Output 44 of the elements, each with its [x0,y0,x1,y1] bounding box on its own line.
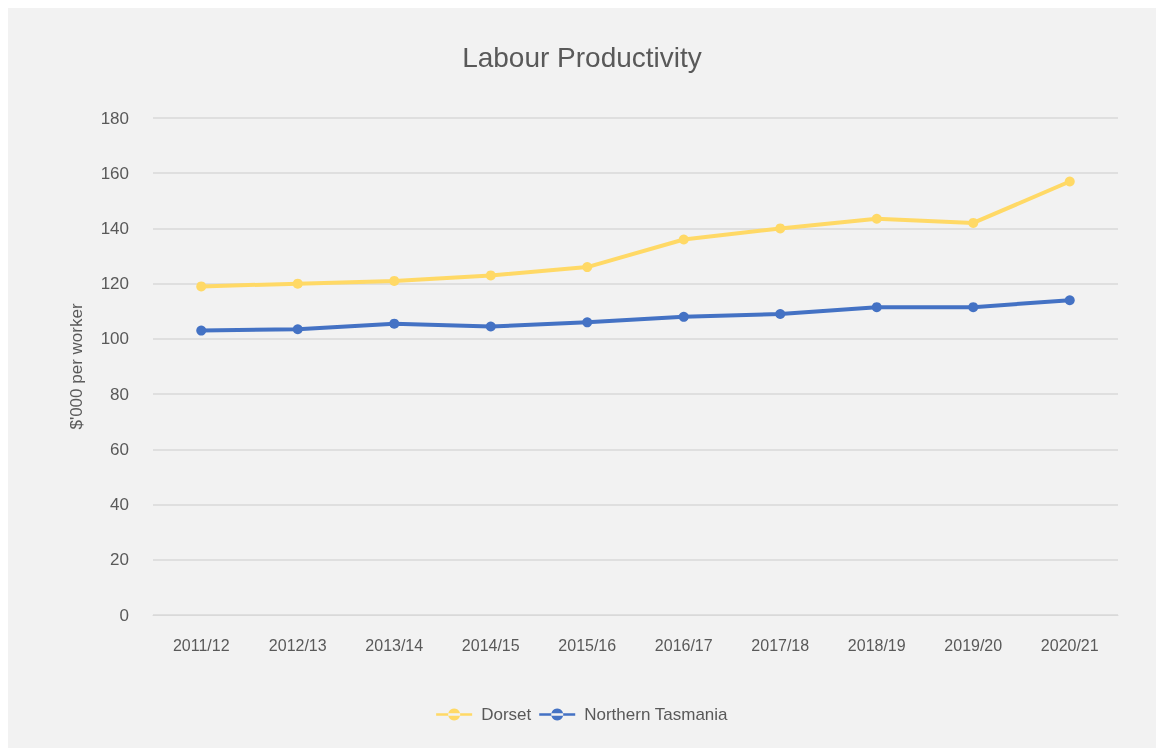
point [968,217,979,228]
x-tick-label: 2013/14 [365,636,424,654]
x-tick-label: 2016/17 [654,636,713,654]
point [389,318,400,329]
point [775,223,786,234]
y-tick-label: 80 [110,384,129,404]
y-tick-label: 0 [119,605,129,625]
point [678,234,689,245]
y-tick-label: 120 [100,274,129,294]
y-tick-label: 140 [100,218,129,238]
point [871,302,882,313]
point [871,213,882,224]
y-tick-label: 160 [100,163,129,183]
point [678,311,689,322]
x-tick-label: 2012/13 [268,636,327,654]
point [196,325,207,336]
point [485,321,496,332]
x-tick-label: 2015/16 [558,636,617,654]
point [775,309,786,320]
point [292,278,303,289]
point [196,281,207,292]
y-axis-title: $'000 per worker [67,303,86,430]
legend-label: Northern Tasmania [584,705,729,724]
point [582,317,593,328]
x-tick-label: 2014/15 [461,636,520,654]
point [1064,176,1075,187]
x-tick-label: 2017/18 [751,636,810,654]
point [1064,295,1075,306]
point [582,262,593,273]
point [968,302,979,313]
y-tick-label: 180 [100,108,129,128]
x-tick-label: 2011/12 [172,636,230,654]
x-tick-label: 2020/21 [1040,636,1099,654]
y-tick-label: 20 [110,550,129,570]
y-tick-label: 40 [110,495,129,515]
x-tick-label: 2019/20 [944,636,1003,654]
point [485,270,496,281]
point [292,324,303,335]
point [389,275,400,286]
y-tick-label: 60 [110,439,129,459]
x-tick-label: 2018/19 [847,636,906,654]
legend-label: Dorset [481,705,532,724]
chart-title: Labour Productivity [462,41,702,73]
y-tick-label: 100 [100,329,129,349]
